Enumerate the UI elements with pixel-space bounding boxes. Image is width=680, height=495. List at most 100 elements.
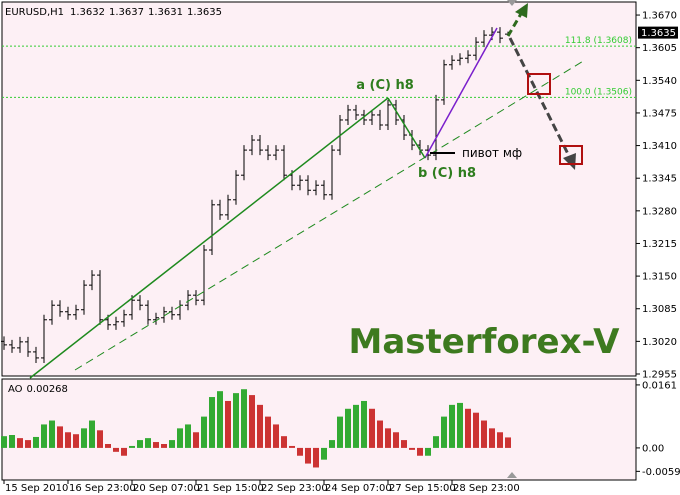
x-tick-label: 27 Sep 15:00 [389,483,456,494]
ao-bar [425,447,431,456]
ao-bar [481,420,487,448]
wave-line [387,97,426,159]
ao-bar [41,424,47,448]
y-tick-label: 1.3020 [642,337,677,348]
ao-bar [497,432,503,448]
ao-bar [113,447,119,452]
ao-header: AO 0.00268 [8,384,68,395]
ao-bar [305,447,311,464]
ao-bar [409,447,415,450]
plot-layer: 1.3670 1.3605 1.3540 1.3475 1.3410 1.3345 1.32… [1,11,680,494]
high: 1.3637 [109,7,144,18]
ao-bar [289,445,295,448]
wave-label: b (C) h8 [418,166,476,181]
arrow-head [515,3,528,18]
wave-line [29,97,389,379]
forecast-arrow [506,11,524,37]
ao-bar [185,424,191,448]
ao-bar [241,389,247,448]
x-tick-label: 24 Sep 07:00 [325,483,392,494]
ao-bar [177,428,183,448]
ao-title: AO [8,384,23,395]
ao-bar [105,444,111,448]
wave-label: a (C) h8 [356,78,414,93]
ao-bar [329,440,335,448]
ao-bar [313,447,319,468]
y-tick-label: 1.3280 [642,206,677,217]
x-tick-label: 22 Sep 23:00 [261,483,328,494]
ao-bar [505,437,511,448]
target-box [527,73,551,95]
target-box [559,145,583,165]
ao-bar [137,440,143,448]
ao-bar [321,447,327,460]
y-tick-label: -0.00599 [642,467,680,478]
wave-line [424,27,498,159]
ao-bar [153,442,159,448]
x-tick-label: 20 Sep 07:00 [133,483,200,494]
x-tick-label: 21 Sep 15:00 [197,483,264,494]
ao-bar [473,412,479,448]
ao-bar [129,445,135,448]
arrow-head [563,153,576,170]
header: EURUSD,H1 1.3632 1.3637 1.3631 1.3635 [5,7,222,18]
ao-bar [169,440,175,448]
ao-bar [257,404,263,448]
forecast-arrow [508,37,572,159]
ao-bar [201,416,207,448]
y-tick-label: 1.3605 [642,43,677,54]
ao-bar [33,436,39,448]
pivot-label: пивот мф [462,146,522,160]
ao-bar [1,436,7,448]
symbol: EURUSD,H1 [5,7,64,18]
y-tick-label: 0.00 [642,443,664,454]
ao-bar [273,424,279,448]
ao-bar [433,436,439,448]
ao-bar [73,434,79,448]
ao-value: 0.00268 [27,384,68,395]
ao-bar [361,400,367,448]
shift-marker [507,0,517,6]
ao-bar [401,440,407,448]
ao-bar [457,402,463,448]
open: 1.3632 [70,7,105,18]
y-tick-label: 1.3085 [642,304,677,315]
y-tick-label: 1.3345 [642,174,677,185]
ao-bar [81,428,87,448]
shift-marker [507,472,517,478]
ao-bar [369,408,375,448]
watermark: Masterforex-V [349,322,621,362]
ao-bar [489,428,495,448]
ao-bar [385,428,391,448]
y-tick-label: 1.2955 [642,369,677,380]
x-tick-label: 16 Sep 23:00 [69,483,136,494]
ao-bar [25,440,31,448]
ao-bar [49,420,55,448]
y-tick-label: 1.3475 [642,108,677,119]
ao-bar [377,420,383,448]
fib-label: 111.8 (1.3608) [565,36,632,46]
ao-bar [465,408,471,448]
ao-bar [161,444,167,448]
x-tick-label: 28 Sep 23:00 [453,483,520,494]
y-tick-label: 0.0161 [642,380,677,391]
ao-bar [265,416,271,448]
ao-bar [393,432,399,448]
y-tick-label: 1.3215 [642,239,677,250]
close: 1.3635 [187,7,222,18]
y-tick-label: 1.3670 [642,11,677,22]
ao-bar [209,397,215,448]
price-label: 1.3635 [641,28,676,39]
ao-bar [417,447,423,456]
ao-bar [145,438,151,448]
ao-bar [249,395,255,448]
channel-line [74,59,586,371]
ao-bar [57,426,63,448]
ao-bar [233,393,239,448]
ao-bar [193,432,199,448]
fib-label: 100.0 (1.3506) [565,87,632,97]
ao-bar [121,447,127,456]
ao-bar [281,436,287,448]
y-tick-label: 1.3410 [642,141,677,152]
